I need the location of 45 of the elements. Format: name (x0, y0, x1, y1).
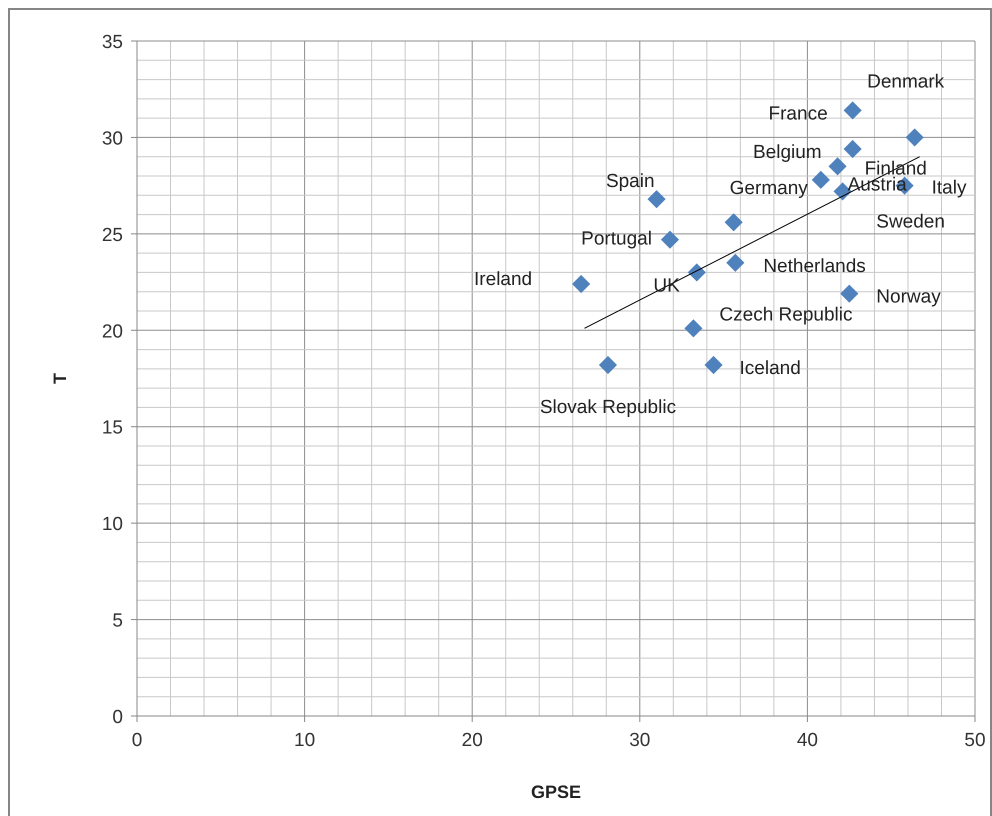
y-tick-label: 10 (102, 514, 123, 536)
point (660, 230, 680, 249)
annotation: Belgium (752, 142, 822, 163)
annotation: Spain (606, 171, 655, 192)
annotation: Portugal (581, 228, 652, 250)
point (572, 274, 590, 294)
annotation: Iceland (740, 358, 801, 379)
annotation: Germany (730, 178, 808, 199)
y-tick-label: 25 (102, 224, 123, 246)
y-tick-label: 30 (102, 128, 123, 150)
x-tick-label: 30 (629, 730, 650, 751)
point (840, 284, 858, 303)
point (684, 319, 703, 338)
point (724, 213, 743, 232)
point (688, 263, 706, 282)
y-tick-label: 15 (102, 418, 123, 439)
annotation: Czech Republic (719, 304, 853, 326)
x-tick-label: 50 (964, 730, 986, 751)
y-tick-label: 20 (102, 321, 123, 342)
x-tick-label: 40 (796, 730, 818, 751)
point (844, 140, 862, 158)
annotation: Denmark (867, 71, 945, 92)
y-axis-title: T (50, 373, 70, 384)
x-tick-label: 20 (462, 730, 483, 751)
annotation: Italy (932, 178, 967, 199)
x-axis-title: GPSE (530, 782, 582, 802)
point (598, 356, 618, 374)
point (704, 356, 723, 374)
annotation: Netherlands (763, 256, 866, 277)
annotation: Ireland (474, 269, 532, 290)
x-tick-label: 10 (294, 730, 316, 751)
point (726, 254, 744, 272)
annotation: France (768, 103, 828, 124)
y-tick-label: 35 (102, 32, 123, 53)
point (647, 190, 666, 208)
y-tick-label: 0 (112, 707, 123, 728)
annotation: Slovak Republic (540, 397, 676, 418)
point (906, 128, 924, 147)
point (812, 170, 830, 189)
annotation: Sweden (876, 212, 945, 233)
x-tick-label: 0 (132, 730, 142, 751)
y-tick-label: 5 (112, 610, 123, 632)
point (828, 157, 847, 176)
annotation: Norway (876, 286, 942, 308)
point (844, 101, 862, 120)
